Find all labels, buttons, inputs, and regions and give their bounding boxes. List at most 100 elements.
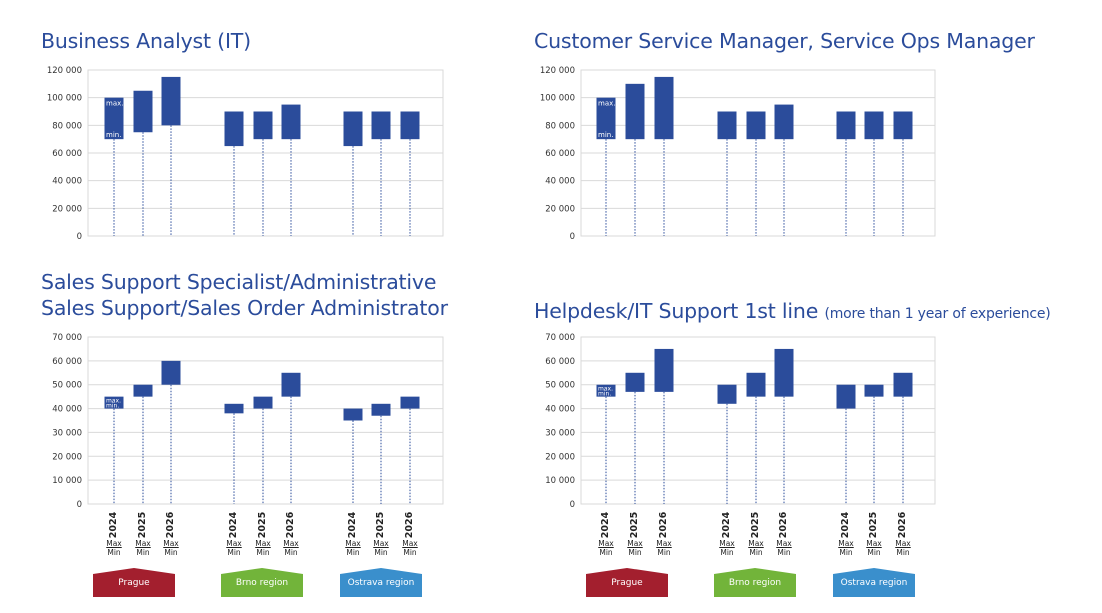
region-tag-fill — [714, 568, 796, 597]
x-tick-maxmin: Max Min — [104, 539, 124, 557]
min-label: Min — [628, 547, 642, 557]
x-tick-year: 2026 — [658, 511, 669, 539]
x-tick-maxmin: Max Min — [253, 539, 273, 557]
bar-label-max: max. — [106, 100, 123, 108]
x-tick-maxmin: Max Min — [864, 539, 884, 557]
x-tick-maxmin: Max Min — [717, 539, 737, 557]
x-tick-year: 2025 — [257, 511, 268, 539]
y-tick-label: 70 000 — [545, 333, 575, 343]
max-label: Max — [776, 539, 792, 548]
region-tag-label: Prague — [118, 578, 150, 588]
y-tick-label: 40 000 — [52, 405, 82, 415]
range-bar — [746, 111, 766, 140]
region-tag: Prague — [586, 568, 668, 597]
range-bar — [864, 384, 884, 397]
y-tick-label: 100 000 — [47, 94, 82, 104]
y-tick-label: 20 000 — [545, 452, 575, 462]
range-bar — [281, 372, 301, 397]
range-bar — [133, 90, 153, 133]
x-tick-year: 2024 — [840, 511, 851, 539]
max-label: Max — [719, 539, 735, 548]
region-tag-fill — [221, 568, 303, 597]
x-tick-year: 2025 — [750, 511, 761, 539]
y-tick-label: 20 000 — [52, 452, 82, 462]
x-tick-year: 2025 — [868, 511, 879, 539]
range-bar — [654, 76, 674, 140]
x-tick-year: 2024 — [228, 511, 239, 539]
bar-label-min: min. — [106, 403, 119, 410]
range-bar — [893, 111, 913, 140]
region-tag-fill — [340, 568, 422, 597]
min-label: Min — [346, 547, 360, 557]
y-tick-label: 40 000 — [545, 405, 575, 415]
min-label: Min — [720, 547, 734, 557]
min-label: Min — [374, 547, 388, 557]
max-label: Max — [656, 539, 672, 548]
y-tick-label: 30 000 — [52, 428, 82, 438]
x-tick-year: 2026 — [165, 511, 176, 539]
range-bar — [717, 111, 737, 140]
range-bar — [371, 403, 391, 416]
chart-title-business-analyst: Business Analyst (IT) — [41, 29, 251, 53]
x-tick-year: 2024 — [721, 511, 732, 539]
range-bar — [625, 83, 645, 140]
x-tick-maxmin: Max Min — [893, 539, 913, 557]
x-tick-year: 2025 — [375, 511, 386, 539]
max-label: Max — [895, 539, 911, 548]
range-bar — [400, 111, 420, 140]
plot-frame — [87, 336, 444, 505]
x-tick-year: 2025 — [629, 511, 640, 539]
x-tick-year: 2024 — [347, 511, 358, 539]
y-tick-label: 50 000 — [52, 381, 82, 391]
region-tag-label: Ostrava region — [840, 578, 908, 588]
region-tag-shape — [221, 568, 303, 597]
y-tick-label: 120 000 — [47, 66, 82, 76]
plot-frame — [580, 336, 936, 505]
chart-title-sales-support-line1: Sales Support Specialist/Administrative — [41, 270, 437, 294]
range-bar — [625, 372, 645, 392]
x-tick-year: 2026 — [285, 511, 296, 539]
max-label: Max — [402, 539, 418, 548]
range-bar — [717, 384, 737, 404]
x-tick-maxmin: Max Min — [654, 539, 674, 557]
max-label: Max — [226, 539, 242, 548]
x-tick-year: 2026 — [778, 511, 789, 539]
range-bar — [371, 111, 391, 140]
max-label: Max — [345, 539, 361, 548]
min-label: Min — [867, 547, 881, 557]
region-tag-fill — [586, 568, 668, 597]
x-tick-maxmin: Max Min — [281, 539, 301, 557]
region-tag: Brno region — [714, 568, 796, 597]
range-bar — [864, 111, 884, 140]
y-tick-label: 20 000 — [52, 204, 82, 214]
y-tick-label: 100 000 — [540, 94, 575, 104]
y-tick-label: 20 000 — [545, 204, 575, 214]
x-tick-maxmin: Max Min — [133, 539, 153, 557]
max-label: Max — [255, 539, 271, 548]
y-tick-label: 0 — [77, 232, 82, 242]
min-label: Min — [657, 547, 671, 557]
range-bar — [343, 111, 363, 147]
y-tick-label: 10 000 — [545, 476, 575, 486]
min-label: Min — [599, 547, 613, 557]
range-bar — [161, 76, 181, 126]
y-tick-label: 40 000 — [545, 177, 575, 187]
y-tick-label: 0 — [77, 500, 82, 510]
max-label: Max — [748, 539, 764, 548]
min-label: Min — [839, 547, 853, 557]
min-label: Min — [284, 547, 298, 557]
max-label: Max — [627, 539, 643, 548]
x-tick-maxmin: Max Min — [625, 539, 645, 557]
region-tag-label: Ostrava region — [347, 578, 415, 588]
min-label: Min — [777, 547, 791, 557]
y-tick-label: 60 000 — [52, 149, 82, 159]
range-bar — [400, 396, 420, 409]
min-label: Min — [136, 547, 150, 557]
range-bar — [253, 111, 273, 140]
region-tag-fill — [93, 568, 175, 597]
x-tick-maxmin: Max Min — [161, 539, 181, 557]
max-label: Max — [135, 539, 151, 548]
region-tag-shape — [586, 568, 668, 597]
range-bar — [746, 372, 766, 397]
